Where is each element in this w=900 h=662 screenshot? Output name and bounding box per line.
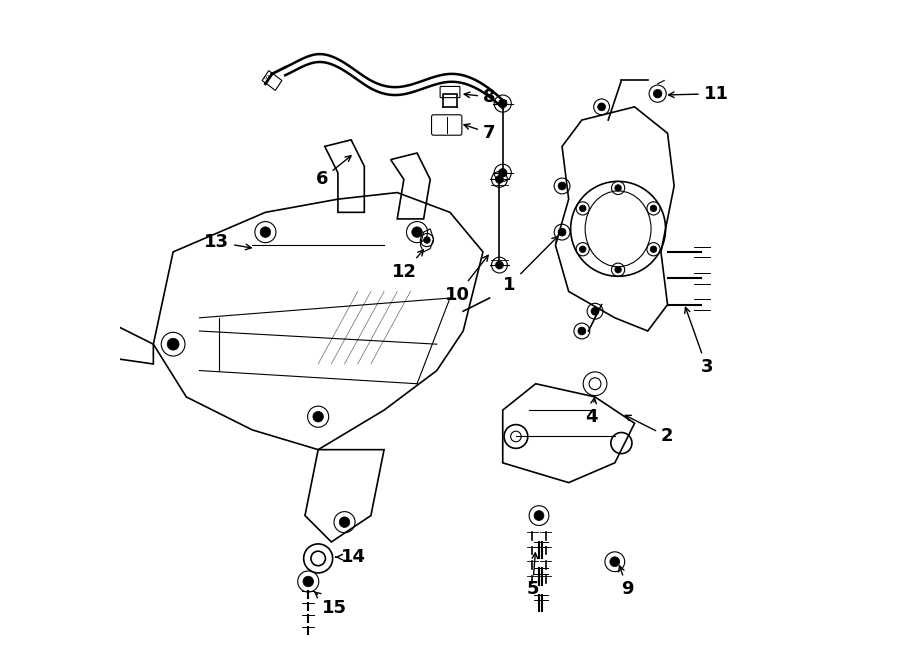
Text: 10: 10 <box>445 256 488 304</box>
Text: o1: o1 <box>264 75 270 79</box>
Text: 4: 4 <box>586 398 598 426</box>
Circle shape <box>558 228 566 236</box>
Text: 9: 9 <box>618 566 634 598</box>
Text: 2: 2 <box>626 415 673 446</box>
Circle shape <box>580 246 586 252</box>
Text: 7: 7 <box>464 124 496 142</box>
Circle shape <box>534 510 544 520</box>
Circle shape <box>610 557 620 567</box>
Circle shape <box>499 99 507 108</box>
Circle shape <box>615 266 621 273</box>
Circle shape <box>313 411 323 422</box>
Text: 15: 15 <box>315 592 346 617</box>
Circle shape <box>615 185 621 191</box>
Circle shape <box>591 307 599 315</box>
Text: 11: 11 <box>669 85 729 103</box>
Circle shape <box>558 182 566 190</box>
Circle shape <box>580 205 586 212</box>
Text: 14: 14 <box>336 548 366 566</box>
Text: 5: 5 <box>526 553 539 598</box>
Circle shape <box>424 237 430 244</box>
Text: 1: 1 <box>503 236 558 294</box>
Text: 13: 13 <box>204 233 251 251</box>
Circle shape <box>339 517 350 528</box>
Circle shape <box>650 246 657 252</box>
Circle shape <box>167 338 179 350</box>
Circle shape <box>303 576 313 587</box>
Circle shape <box>598 103 606 111</box>
Circle shape <box>412 227 422 238</box>
Text: 12: 12 <box>392 250 423 281</box>
Circle shape <box>653 89 662 98</box>
Circle shape <box>496 175 503 183</box>
Circle shape <box>260 227 271 238</box>
Text: 3: 3 <box>685 307 713 376</box>
Circle shape <box>578 327 586 335</box>
Text: 6: 6 <box>316 156 351 189</box>
Text: 8: 8 <box>464 88 496 106</box>
Circle shape <box>499 169 507 177</box>
Circle shape <box>496 261 503 269</box>
Circle shape <box>650 205 657 212</box>
